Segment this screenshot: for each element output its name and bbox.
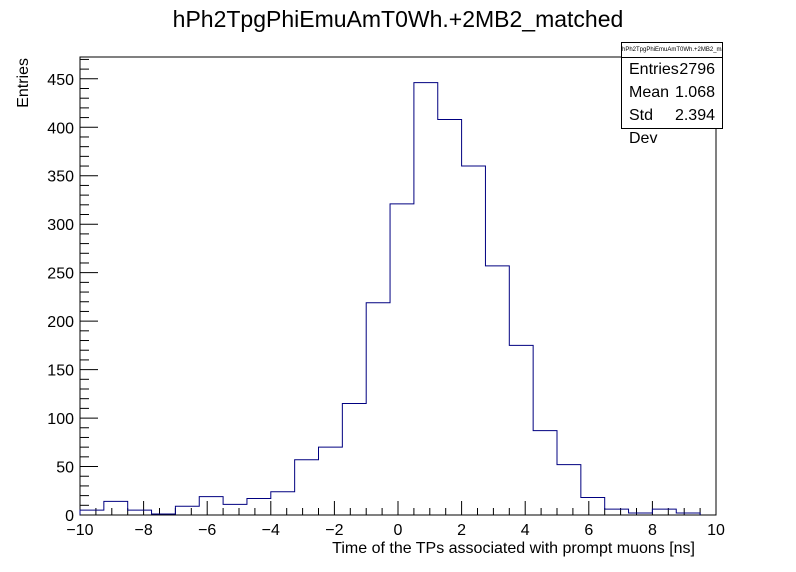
y-tick-label: 150	[47, 363, 74, 380]
x-tick-label: 10	[707, 522, 725, 539]
stats-value-mean: 1.068	[674, 84, 715, 101]
stats-box: hPh2TpgPhiEmuAmT0Wh.+2MB2_matched Entrie…	[621, 42, 723, 147]
stats-row-stddev: Std Dev 2.394	[622, 104, 722, 147]
y-axis-tick-labels: 0 50 100 150 200 250 300 350 400 450	[47, 72, 74, 525]
y-tick-label: 300	[47, 217, 74, 234]
y-axis-title: Entries	[15, 58, 32, 108]
histogram-bin	[342, 404, 366, 515]
histogram-bin	[223, 504, 247, 515]
y-tick-label: 0	[65, 508, 74, 525]
histogram-bin	[390, 204, 414, 515]
y-tick-label: 200	[47, 314, 74, 331]
histogram-bin	[438, 120, 462, 515]
chart-title: hPh2TpgPhiEmuAmT0Wh.+2MB2_matched	[172, 6, 624, 32]
y-axis-ticks	[80, 58, 98, 516]
stats-row-entries: Entries 2796	[622, 58, 722, 81]
histogram-bin	[557, 465, 581, 515]
histogram-bin	[80, 510, 104, 515]
x-tick-label: −6	[198, 522, 216, 539]
histogram-bin	[652, 509, 676, 515]
stats-value-entries: 2796	[679, 61, 715, 78]
histogram-bin	[128, 510, 152, 515]
x-tick-label: 4	[521, 522, 530, 539]
x-tick-label: −10	[66, 522, 93, 539]
y-tick-label: 250	[47, 266, 74, 283]
histogram-bin	[366, 303, 390, 515]
histogram-bin	[462, 166, 486, 515]
y-tick-label: 100	[47, 411, 74, 428]
histogram-bin	[152, 514, 176, 515]
histogram-bin	[581, 498, 605, 515]
x-axis-tick-labels: −10 −8 −6 −4 −2 0 2 4 6 8 10	[66, 522, 725, 539]
x-tick-label: 8	[648, 522, 657, 539]
histogram-bin	[271, 492, 295, 515]
histogram-bin	[104, 501, 128, 515]
x-tick-label: 2	[457, 522, 466, 539]
histogram-bin	[199, 497, 223, 515]
y-tick-label: 350	[47, 169, 74, 186]
histogram-bin	[295, 460, 319, 515]
x-tick-label: 6	[584, 522, 593, 539]
histogram-bin	[175, 506, 199, 515]
x-tick-label: −4	[262, 522, 280, 539]
x-tick-label: −2	[325, 522, 343, 539]
histogram-bin	[509, 345, 533, 515]
histogram-bin	[629, 513, 653, 515]
histogram-bin	[676, 513, 700, 515]
y-tick-label: 50	[56, 460, 74, 477]
histogram-bin	[319, 447, 343, 515]
x-tick-label: −8	[134, 522, 152, 539]
histogram-bin	[414, 83, 438, 515]
y-tick-label: 400	[47, 120, 74, 137]
stats-row-mean: Mean 1.068	[622, 81, 722, 104]
stats-label-mean: Mean	[629, 84, 670, 101]
stats-label-stddev: Std Dev	[629, 107, 658, 147]
x-tick-label: 0	[394, 522, 403, 539]
histogram-bin	[533, 431, 557, 515]
stats-box-title: hPh2TpgPhiEmuAmT0Wh.+2MB2_matched	[622, 43, 722, 58]
histogram-bins	[80, 83, 700, 515]
histogram-series-line	[79, 82, 701, 515]
histogram-bin	[605, 509, 629, 515]
histogram-bin	[247, 499, 271, 515]
y-tick-label: 450	[47, 72, 74, 89]
stats-label-entries: Entries	[629, 61, 679, 78]
stats-value-stddev: 2.394	[674, 107, 715, 124]
histogram-bin	[485, 266, 509, 515]
x-axis-title: Time of the TPs associated with prompt m…	[332, 540, 695, 557]
